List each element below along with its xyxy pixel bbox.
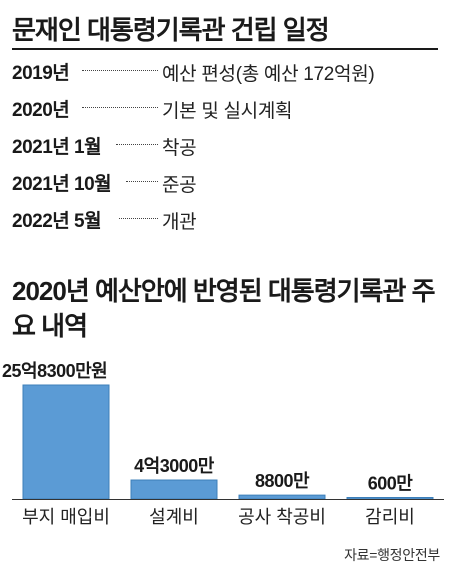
- schedule-date: 2020년: [12, 100, 70, 121]
- category-label: 공사 착공비: [238, 507, 326, 527]
- schedule-event: 기본 및 실시계획: [162, 101, 293, 122]
- title-divider: [12, 48, 438, 50]
- leader-dots: [82, 70, 158, 71]
- data-label: 4억3000만: [134, 456, 215, 476]
- source-note: 자료=행정안전부: [344, 547, 440, 563]
- schedule-row-2019: 2019년 예산 편성(총 예산 172억원): [12, 58, 438, 95]
- leader-dots: [126, 181, 158, 182]
- schedule-row-2021-01: 2021년 1월 착공: [12, 132, 438, 169]
- schedule-date: 2021년 1월: [12, 137, 102, 158]
- category-label: 부지 매입비: [22, 507, 110, 527]
- leader-dots: [116, 144, 158, 145]
- schedule-title: 문재인 대통령기록관 건립 일정: [12, 15, 330, 45]
- schedule-event: 예산 편성(총 예산 172억원): [162, 64, 375, 85]
- bar: [22, 384, 110, 500]
- category-label: 감리비: [365, 507, 415, 527]
- leader-dots: [82, 107, 158, 108]
- bar: [238, 494, 326, 500]
- schedule-list: 2019년 예산 편성(총 예산 172억원) 2020년 기본 및 실시계획 …: [12, 58, 438, 243]
- data-label: 600만: [368, 474, 414, 494]
- bar: [130, 479, 218, 500]
- schedule-event: 착공: [162, 138, 197, 159]
- schedule-event: 준공: [162, 175, 197, 196]
- schedule-date: 2019년: [12, 63, 70, 84]
- schedule-row-2021-10: 2021년 10월 준공: [12, 169, 438, 206]
- bar: [346, 497, 434, 500]
- chart-title: 2020년 예산안에 반영된 대통령기록관 주요 내역: [12, 276, 436, 341]
- schedule-date: 2021년 10월: [12, 174, 112, 195]
- schedule-row-2020: 2020년 기본 및 실시계획: [12, 95, 438, 132]
- leader-dots: [119, 218, 158, 219]
- category-label: 설계비: [149, 507, 199, 527]
- schedule-date: 2022년 5월: [12, 211, 102, 232]
- schedule-event: 개관: [162, 212, 197, 233]
- data-label: 8800만: [255, 471, 310, 491]
- data-label: 25억8300만원: [2, 361, 107, 381]
- schedule-row-2022-05: 2022년 5월 개관: [12, 206, 438, 243]
